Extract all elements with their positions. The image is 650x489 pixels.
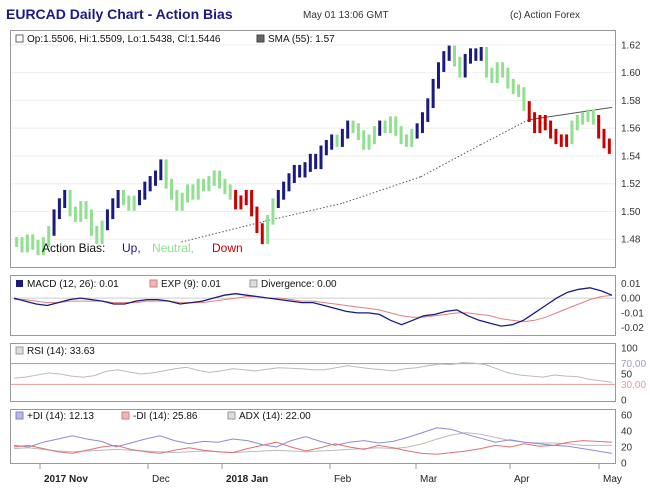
price-tick-label: 1.54 — [621, 151, 641, 162]
exp-swatch — [149, 279, 158, 288]
rsi-panel-frame — [10, 343, 616, 402]
sma-segment — [265, 202, 344, 222]
rsi-tick-label: 0 — [621, 396, 627, 407]
bias-neutral: Neutral, — [152, 241, 194, 255]
dmi-plot — [13, 427, 613, 455]
bias-up: Up, — [122, 241, 141, 255]
sma-segment — [420, 144, 481, 178]
divergence-legend: Divergence: 0.00 — [261, 279, 337, 290]
minus-di-swatch — [121, 411, 130, 420]
sma-swatch — [256, 34, 265, 43]
page-title: EURCAD Daily Chart - Action Bias — [6, 6, 233, 22]
plus-di-swatch — [15, 411, 24, 420]
minus-di-legend: -DI (14): 25.86 — [133, 411, 198, 422]
dmi-tick-label: 0 — [621, 459, 627, 470]
minus-di-line — [13, 440, 613, 455]
macd-tick-label: -0.01 — [621, 308, 644, 319]
rsi-line — [13, 362, 613, 383]
macd-signal-line — [14, 294, 613, 323]
price-bars — [15, 45, 611, 256]
y-axis-ticks: 1.48 1.50 1.52 1.54 1.56 1.58 1.60 1.62 0.01 0.00… — [621, 40, 646, 469]
rsi-tick-label: 100 — [621, 344, 638, 355]
macd-swatch — [16, 280, 23, 287]
plus-di-legend: +DI (14): 12.13 — [27, 411, 94, 422]
rsi-tick-label: 30.00 — [621, 380, 646, 391]
copyright: (c) Action Forex — [510, 10, 581, 21]
macd-tick-label: 0.00 — [621, 294, 641, 305]
macd-legend: MACD (12, 26): 0.01 — [27, 279, 119, 290]
sma-line — [181, 106, 613, 243]
macd-panel-frame — [10, 275, 616, 336]
x-axis-label: Apr — [514, 474, 530, 485]
bias-label: Action Bias: — [42, 241, 105, 255]
adx-legend: ADX (14): 22.00 — [239, 411, 311, 422]
adx-line — [13, 432, 612, 454]
x-axis-label: Dec — [152, 474, 170, 485]
price-tick-label: 1.56 — [621, 124, 641, 135]
x-axis-label: 2017 Nov — [44, 474, 88, 485]
x-axis-labels: 2017 Nov Dec 2018 Jan Feb Mar Apr May — [39, 464, 622, 485]
sma-segment — [528, 106, 613, 121]
sma-segment — [181, 220, 266, 243]
ohlc-swatch — [15, 34, 24, 43]
adx-swatch — [227, 411, 236, 420]
bias-down: Down — [212, 241, 243, 255]
price-tick-label: 1.50 — [621, 207, 641, 218]
dmi-panel-frame — [10, 409, 616, 464]
macd-tick-label: 0.01 — [621, 279, 641, 290]
sma-legend: SMA (55): 1.57 — [268, 34, 335, 45]
x-axis-label: Feb — [334, 474, 352, 485]
price-tick-label: 1.52 — [621, 179, 641, 190]
rsi-legend: RSI (14): 33.63 — [27, 346, 95, 357]
dmi-tick-label: 60 — [621, 411, 633, 422]
price-grid — [11, 44, 615, 240]
price-tick-label: 1.60 — [621, 68, 641, 79]
macd-tick-label: -0.02 — [621, 323, 644, 334]
rsi-tick-label: 50 — [621, 370, 633, 381]
price-panel-frame — [10, 30, 616, 268]
price-tick-label: 1.62 — [621, 40, 641, 51]
macd-line — [13, 287, 613, 327]
timestamp: May 01 13:06 GMT — [303, 10, 389, 21]
dmi-tick-label: 40 — [621, 427, 633, 438]
price-tick-label: 1.48 — [621, 235, 641, 246]
dmi-tick-label: 20 — [621, 443, 633, 454]
x-axis-label: May — [603, 474, 622, 485]
rsi-swatch — [15, 346, 24, 355]
x-axis-label: 2018 Jan — [226, 474, 268, 485]
rsi-tick-label: 70.00 — [621, 359, 646, 370]
divergence-swatch — [249, 279, 258, 288]
x-axis-label: Mar — [420, 474, 438, 485]
rsi-plot — [11, 362, 615, 385]
ohlc-legend: Op:1.5506, Hi:1.5509, Lo:1.5438, Cl:1.54… — [27, 34, 221, 45]
exp-legend: EXP (9): 0.01 — [161, 279, 221, 290]
macd-plot — [11, 287, 615, 327]
price-tick-label: 1.58 — [621, 96, 641, 107]
